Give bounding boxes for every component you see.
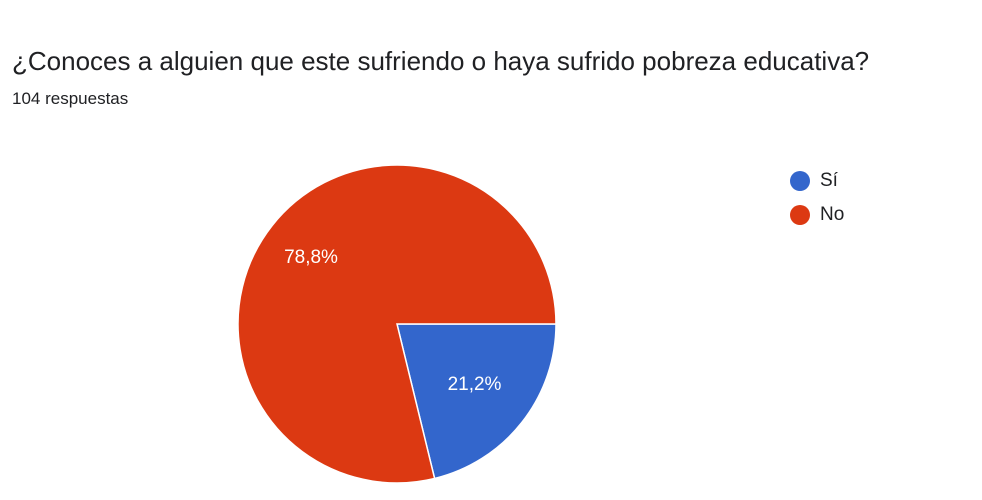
pie-label-no: 78,8% <box>284 247 338 268</box>
legend-item-no[interactable]: No <box>790 198 844 232</box>
pie-slice-no[interactable] <box>237 164 557 484</box>
legend-label-si: Sí <box>820 170 838 191</box>
legend-label-no: No <box>820 204 845 225</box>
pie-slice-si[interactable] <box>396 323 557 480</box>
legend-swatch-si <box>790 171 810 191</box>
legend-item-si[interactable]: Sí <box>790 164 844 198</box>
response-count: 104 respuestas <box>12 89 129 108</box>
legend: Sí No <box>790 164 844 232</box>
legend-swatch-no <box>790 205 810 225</box>
pie-label-si: 21,2% <box>448 374 502 395</box>
chart-title: ¿Conoces a alguien que este sufriendo o … <box>12 46 870 76</box>
